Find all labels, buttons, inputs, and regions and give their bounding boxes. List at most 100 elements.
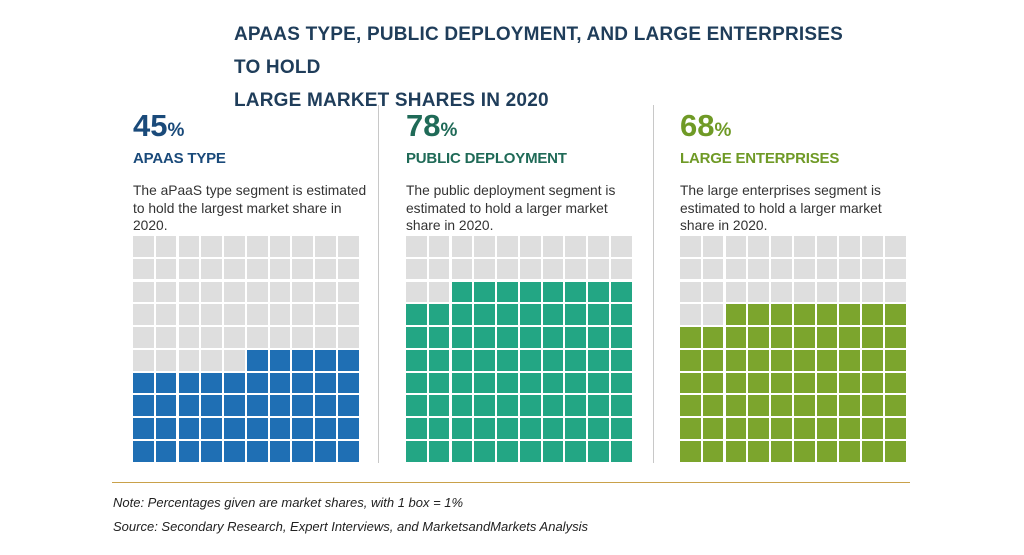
waffle-box-filled <box>201 441 222 462</box>
waffle-box-filled <box>178 372 200 394</box>
waffle-box-filled <box>565 327 587 348</box>
waffle-box-filled <box>862 304 883 325</box>
waffle-box-empty <box>292 327 314 348</box>
waffle-box-filled <box>702 349 724 371</box>
waffle-box-empty <box>497 258 518 280</box>
waffle-box-filled <box>428 418 450 439</box>
waffle-box-filled <box>133 441 154 462</box>
waffle-box-filled <box>611 281 632 303</box>
waffle-box-filled <box>519 418 541 439</box>
waffle-box-filled <box>702 395 724 417</box>
waffle-box-empty <box>246 304 268 325</box>
waffle-box-filled <box>269 349 291 371</box>
waffle-box-filled <box>565 304 587 325</box>
waffle-box-filled <box>748 304 769 325</box>
waffle-box-filled <box>201 372 222 394</box>
footnote-note: Note: Percentages given are market share… <box>113 495 464 510</box>
percent-symbol: % <box>440 120 458 141</box>
waffle-box-empty <box>793 281 815 303</box>
waffle-box-empty <box>178 281 200 303</box>
waffle-box-filled <box>725 441 747 462</box>
waffle-box-filled <box>680 418 701 439</box>
waffle-box-empty <box>269 281 291 303</box>
waffle-box-filled <box>269 441 291 462</box>
waffle-box-filled <box>885 441 906 462</box>
waffle-box-empty <box>428 281 450 303</box>
waffle-box-filled <box>428 304 450 325</box>
waffle-box-filled <box>588 304 609 325</box>
waffle-box-empty <box>338 327 359 348</box>
percent-value: 45% <box>133 109 383 148</box>
waffle-box-empty <box>201 349 222 371</box>
waffle-box-filled <box>246 349 268 371</box>
waffle-box-filled <box>269 372 291 394</box>
waffle-box-filled <box>474 441 495 462</box>
waffle-box-empty <box>680 304 701 325</box>
waffle-box-filled <box>611 349 632 371</box>
waffle-box-filled <box>565 441 587 462</box>
waffle-box-filled <box>748 349 769 371</box>
waffle-box-filled <box>862 349 883 371</box>
waffle-box-filled <box>542 395 564 417</box>
waffle-box-filled <box>793 304 815 325</box>
waffle-box-empty <box>224 281 245 303</box>
panel-apaas-type: 45% APAAS TYPE The aPaaS type segment is… <box>133 105 383 235</box>
waffle-box-empty <box>748 281 769 303</box>
waffle-box-filled <box>839 395 861 417</box>
waffle-box-empty <box>680 281 701 303</box>
waffle-box-filled <box>611 418 632 439</box>
waffle-box-empty <box>428 258 450 280</box>
percent-value: 78% <box>406 109 656 148</box>
panel-public-deployment: 78% PUBLIC DEPLOYMENT The public deploym… <box>406 105 656 235</box>
waffle-box-filled <box>725 395 747 417</box>
waffle-box-filled <box>428 395 450 417</box>
waffle-box-empty <box>771 236 792 257</box>
waffle-box-empty <box>201 258 222 280</box>
waffle-box-filled <box>428 349 450 371</box>
waffle-box-filled <box>885 304 906 325</box>
waffle-box-empty <box>246 258 268 280</box>
waffle-box-empty <box>315 258 336 280</box>
waffle-box-empty <box>702 281 724 303</box>
waffle-box-filled <box>565 418 587 439</box>
waffle-box-empty <box>406 258 427 280</box>
waffle-box-empty <box>246 281 268 303</box>
waffle-box-empty <box>451 236 473 257</box>
waffle-box-filled <box>428 327 450 348</box>
waffle-box-empty <box>224 236 245 257</box>
waffle-box-empty <box>269 304 291 325</box>
waffle-box-filled <box>885 372 906 394</box>
segment-description: The aPaaS type segment is estimated to h… <box>133 183 367 233</box>
waffle-box-filled <box>474 304 495 325</box>
waffle-box-filled <box>611 327 632 348</box>
waffle-box-filled <box>406 418 427 439</box>
waffle-box-filled <box>315 418 336 439</box>
waffle-box-filled <box>680 441 701 462</box>
waffle-box-filled <box>771 304 792 325</box>
waffle-box-filled <box>542 327 564 348</box>
waffle-box-filled <box>155 441 177 462</box>
waffle-box-filled <box>338 349 359 371</box>
waffle-box-empty <box>519 258 541 280</box>
waffle-box-empty <box>839 236 861 257</box>
waffle-box-empty <box>246 327 268 348</box>
waffle-box-filled <box>748 372 769 394</box>
waffle-box-filled <box>702 372 724 394</box>
waffle-box-empty <box>315 236 336 257</box>
waffle-box-filled <box>497 349 518 371</box>
waffle-box-filled <box>565 372 587 394</box>
waffle-box-filled <box>178 395 200 417</box>
waffle-box-filled <box>816 349 838 371</box>
waffle-box-empty <box>839 258 861 280</box>
waffle-box-empty <box>269 236 291 257</box>
waffle-box-filled <box>588 441 609 462</box>
waffle-box-filled <box>816 395 838 417</box>
waffle-box-filled <box>315 441 336 462</box>
waffle-box-empty <box>315 281 336 303</box>
waffle-box-filled <box>588 349 609 371</box>
waffle-box-empty <box>224 349 245 371</box>
waffle-box-filled <box>816 418 838 439</box>
waffle-box-empty <box>542 258 564 280</box>
waffle-box-filled <box>519 372 541 394</box>
waffle-box-empty <box>816 281 838 303</box>
